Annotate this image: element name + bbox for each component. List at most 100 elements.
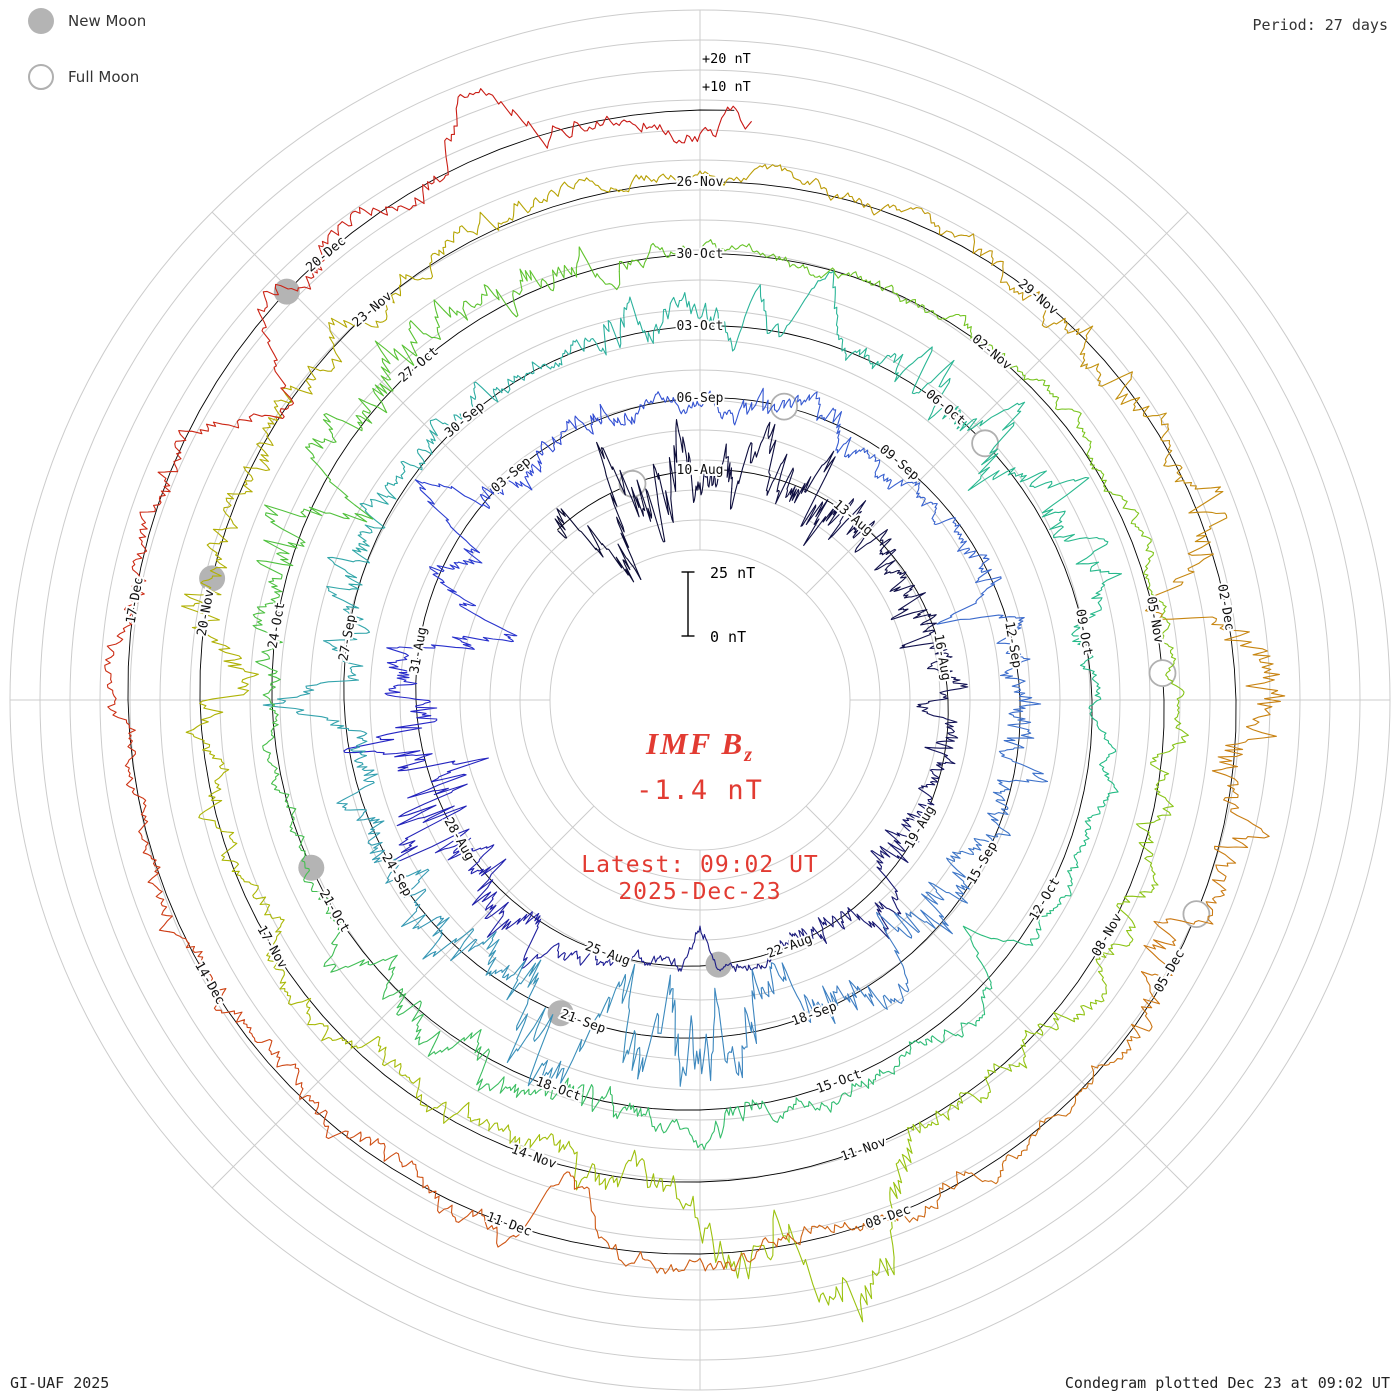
bz-trace-segment <box>799 985 839 1025</box>
bz-trace-segment <box>192 670 259 731</box>
bz-trace-segment <box>303 881 339 924</box>
bz-trace-segment <box>174 419 253 460</box>
bz-trace-segment <box>262 676 281 730</box>
bz-trace-segment <box>106 589 145 658</box>
bz-trace-segment <box>916 706 959 739</box>
date-label: 18-Oct <box>534 1074 583 1104</box>
scale-bar: 25 nT 0 nT <box>681 564 755 646</box>
bz-trace-segment <box>878 1153 908 1277</box>
bz-trace-segment <box>267 959 312 1008</box>
bz-trace-segment <box>800 474 840 546</box>
bz-trace-segment <box>350 1035 407 1077</box>
latest-timestamp: Latest: 09:02 UT 2025-Dec-23 <box>581 852 819 905</box>
credit-label: GI-UAF 2025 <box>10 1374 110 1392</box>
bz-trace-segment <box>1180 864 1227 925</box>
grid-spoke <box>211 211 595 595</box>
date-label: 27-Sep <box>336 613 359 662</box>
date-label: 20-Nov <box>195 588 218 637</box>
bz-trace-segment <box>920 881 969 935</box>
bz-trace-segment <box>1122 507 1155 560</box>
bz-trace-segment <box>374 340 419 392</box>
bz-trace-segment <box>784 928 814 948</box>
bz-trace-segment <box>1068 408 1094 462</box>
bz-trace-segment <box>221 842 259 900</box>
bz-trace-segment <box>1073 816 1092 866</box>
bz-trace-segment <box>507 1124 561 1153</box>
bz-trace-segment <box>990 1029 1036 1074</box>
bz-trace-segment <box>612 1149 672 1192</box>
date-label: 08-Nov <box>1089 911 1126 959</box>
bz-trace-segment <box>386 635 490 655</box>
bz-trace-segment <box>486 901 541 938</box>
bz-trace-segment <box>400 438 434 475</box>
bz-trace-segment <box>637 974 685 1087</box>
bz-trace-segment <box>1088 670 1102 720</box>
bz-trace-segment <box>745 387 785 415</box>
bz-trace-segment <box>1093 718 1117 770</box>
bz-trace-segment <box>147 863 173 933</box>
bz-trace-segment <box>967 401 1026 475</box>
bz-trace-segment <box>546 177 610 203</box>
bz-trace-segment <box>254 1038 304 1090</box>
bz-trace-segment <box>581 1084 631 1120</box>
bz-trace-segment <box>756 940 786 970</box>
bz-trace-segment <box>1160 423 1192 484</box>
bz-trace-segment <box>1110 371 1167 426</box>
bz-trace-segment <box>408 299 469 344</box>
date-label: 21-Sep <box>558 1007 607 1037</box>
bz-trace <box>104 88 1286 1323</box>
scale-bar-min-label: 0 nT <box>710 628 746 646</box>
bz-trace-segment <box>527 120 604 149</box>
bz-trace-segment <box>984 1134 1037 1185</box>
bz-trace-segment <box>304 413 338 481</box>
bz-trace-segment <box>824 270 850 361</box>
bz-trace-segment <box>494 959 542 1001</box>
bz-trace-segment <box>563 246 621 291</box>
bz-trace-segment <box>1003 711 1035 751</box>
bz-trace-segment <box>557 946 597 966</box>
bz-trace-segment <box>384 688 438 725</box>
new-moon-icon <box>28 8 54 34</box>
new-moon-marker <box>298 854 325 881</box>
bz-trace-segment <box>894 346 955 395</box>
bz-trace-segment <box>1110 895 1140 949</box>
bz-trace-segment <box>181 605 246 672</box>
bz-trace-segment <box>599 403 641 427</box>
date-label: 14-Nov <box>509 1142 558 1172</box>
bz-trace-segment <box>916 676 969 708</box>
bz-trace-segment <box>623 296 671 344</box>
bz-trace-segment <box>836 979 892 1011</box>
bz-trace-segment <box>429 413 471 442</box>
bz-trace-segment <box>618 242 672 273</box>
bz-trace-segment <box>432 211 486 256</box>
date-label: 11-Nov <box>839 1135 888 1165</box>
bz-trace-segment <box>962 925 1015 986</box>
bz-trace-segment <box>619 469 666 543</box>
bz-trace-segment <box>389 253 434 304</box>
bz-trace-segment <box>1135 782 1174 840</box>
bz-trace-segment <box>876 911 937 939</box>
new-moon-marker <box>273 278 300 305</box>
bz-trace-segment <box>328 296 391 328</box>
chart-title-text: IMF B <box>646 726 745 761</box>
bz-trace-segment <box>131 518 148 591</box>
bz-trace-segment <box>870 842 909 870</box>
bz-trace-segment <box>967 466 1053 491</box>
bz-trace-segment <box>683 987 729 1082</box>
bz-trace-segment <box>481 477 523 500</box>
bz-trace-segment <box>961 827 1011 856</box>
bz-trace-segment <box>803 1258 880 1323</box>
grid-spoke <box>211 805 595 1189</box>
bz-trace-segment <box>198 786 238 844</box>
footer-label: Condegram plotted Dec 23 at 09:02 UT <box>1064 1374 1390 1392</box>
full-moon-marker <box>1148 659 1177 687</box>
bz-trace-segment <box>262 385 313 437</box>
bz-trace-segment <box>297 224 340 290</box>
bz-trace-segment <box>614 963 641 1080</box>
bz-trace-segment <box>459 602 518 643</box>
bz-trace-segment <box>1081 1039 1132 1090</box>
bz-trace-segment <box>1021 291 1074 334</box>
bz-trace-segment <box>670 1175 735 1269</box>
bz-trace-segment <box>677 1108 730 1151</box>
